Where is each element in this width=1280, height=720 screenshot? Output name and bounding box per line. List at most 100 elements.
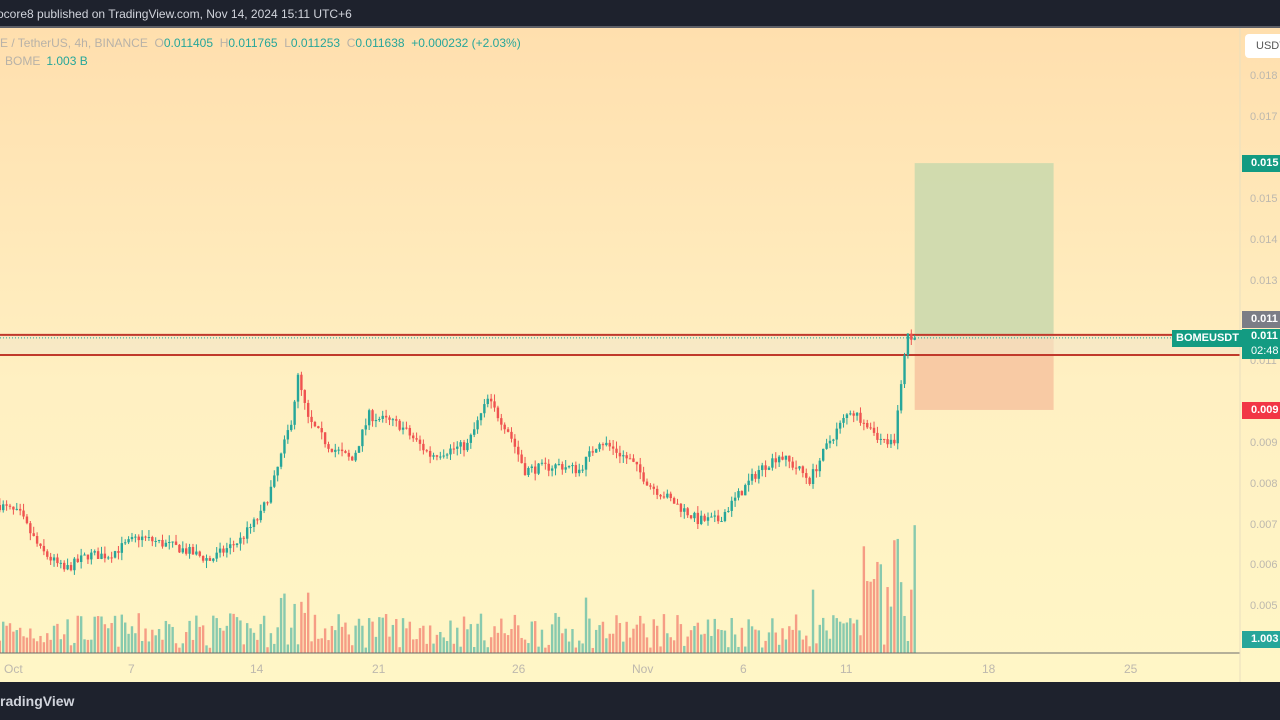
candle-body (459, 442, 462, 447)
volume-bar (327, 640, 330, 653)
price-axis-label: 0.005 (1250, 600, 1278, 612)
candle-body (439, 456, 442, 458)
candle-body (140, 536, 144, 541)
volume-bar (720, 629, 723, 653)
volume-bar (747, 619, 750, 653)
time-axis-label: 25 (1124, 662, 1138, 676)
volume-bar (191, 639, 195, 653)
candle-body (611, 446, 615, 449)
volume-bar (706, 619, 710, 653)
candle-body (320, 428, 323, 433)
volume-bar (18, 627, 22, 653)
candle-body (5, 504, 8, 506)
candle-body (557, 464, 561, 466)
volume-bar (293, 603, 296, 653)
candle-body (544, 462, 547, 464)
volume-bar (422, 625, 425, 653)
candle-body (310, 416, 313, 423)
volume-bar (832, 615, 835, 653)
candle-body (127, 539, 130, 543)
candle-body (283, 439, 286, 454)
candle-body (733, 497, 737, 501)
candle-body (405, 427, 408, 429)
candle-body (571, 465, 574, 467)
volume-bar (845, 622, 849, 653)
volume-bar (635, 624, 639, 653)
candle-body (239, 537, 242, 544)
volume-bar (767, 632, 771, 653)
volume-bar (405, 628, 408, 653)
candle-body (330, 448, 334, 452)
volume-bar (351, 645, 354, 653)
volume-bar (794, 614, 798, 653)
candle-body (652, 486, 655, 489)
volume-bar (8, 623, 12, 653)
candle-body (29, 523, 32, 534)
candle-body (171, 541, 174, 543)
candle-body (367, 410, 371, 426)
candle-body (296, 374, 300, 402)
volume-bar (140, 641, 144, 653)
volume-bar (25, 637, 29, 653)
volume-bar (323, 628, 327, 653)
volume-bar (262, 615, 266, 653)
volume-bar (784, 639, 788, 653)
volume-bar (605, 638, 608, 653)
candle-body (811, 469, 815, 484)
target-zone (914, 163, 1054, 338)
candle-body (601, 444, 605, 446)
volume-bar (645, 637, 649, 653)
candle-body (794, 467, 798, 469)
volume-bar (232, 613, 235, 653)
volume-bar (415, 639, 418, 653)
volume-bar (113, 615, 117, 653)
candle-body (632, 458, 635, 462)
volume-bar (42, 642, 46, 653)
volume-bar (828, 638, 832, 653)
candle-body (584, 456, 588, 470)
candle-body (174, 541, 178, 545)
volume-bar (235, 617, 239, 653)
candle-body (144, 536, 147, 538)
volume-bar (466, 629, 469, 653)
candle-body (625, 455, 628, 459)
volume-bar (256, 639, 259, 653)
candle-body (822, 448, 825, 461)
time-axis-label: 21 (372, 662, 386, 676)
chart-pane[interactable]: E / TetherUS, 4h, BINANCE O0.011405 H0.0… (0, 28, 1280, 682)
candle-body (662, 496, 666, 498)
candle-body (889, 439, 893, 445)
candle-body (208, 558, 212, 561)
candle-body (903, 355, 906, 385)
volume-bar (283, 593, 286, 653)
candle-body (486, 398, 489, 405)
price-axis-label: 0.007 (1250, 519, 1278, 531)
volume-bar (222, 630, 225, 653)
change-value: +0.000232 (+2.03%) (411, 36, 521, 50)
chart-canvas[interactable] (0, 28, 1280, 682)
volume-bar (273, 643, 276, 653)
volume-bar (208, 647, 212, 653)
volume-bar (310, 641, 313, 653)
candle-body (676, 503, 679, 505)
candle-body (876, 432, 879, 440)
volume-bar (852, 623, 855, 653)
volume-bar (249, 628, 252, 653)
volume-bar (137, 613, 140, 653)
candle-body (184, 548, 188, 554)
candle-body (608, 442, 611, 447)
candle-body (266, 502, 269, 504)
volume-bar (533, 621, 537, 653)
candle-body (66, 565, 69, 570)
volume-bar (771, 618, 774, 653)
volume-bar (500, 618, 503, 653)
high-label: H (219, 36, 229, 50)
volume-bar (107, 628, 110, 653)
volume-bar (252, 632, 256, 653)
currency-button[interactable]: USDT (1245, 34, 1280, 58)
candle-body (93, 551, 96, 553)
candle-body (273, 475, 276, 487)
candle-body (425, 450, 428, 452)
candle-body (700, 515, 703, 525)
candle-body (757, 470, 761, 479)
